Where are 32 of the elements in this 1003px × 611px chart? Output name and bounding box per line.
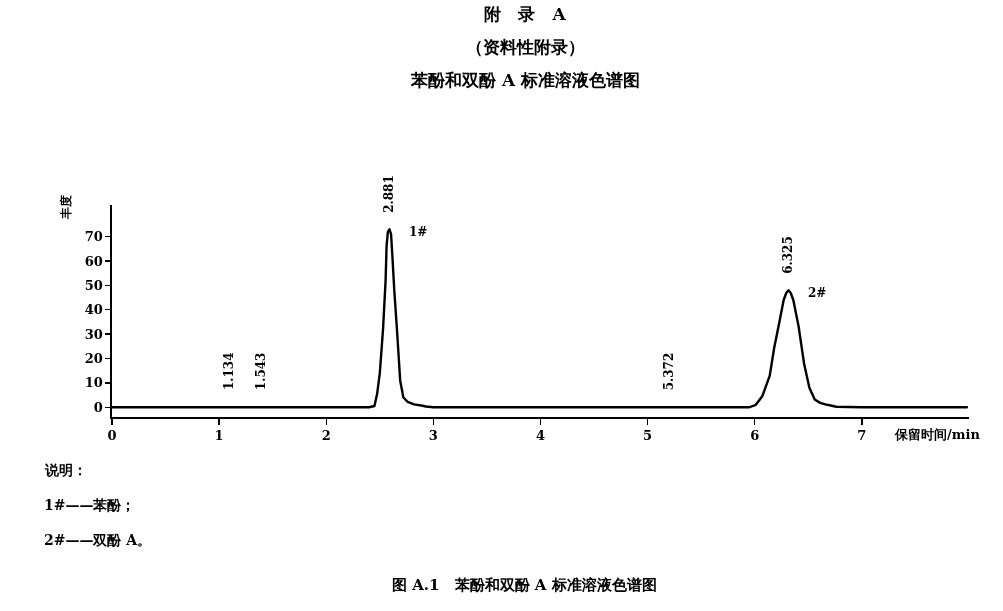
annotation: 2# [808, 286, 827, 300]
annotation: 2.881 [382, 175, 397, 213]
y-tick-label: 70 [84, 229, 103, 245]
x-tick-label: 5 [643, 428, 653, 444]
text: 1#——苯酚； [44, 497, 136, 513]
chart-subtitle: （资料性附录） [466, 37, 585, 57]
x-tick-label: 3 [428, 428, 438, 444]
x-tick-label: 2 [321, 428, 331, 444]
text: 苯酚和双酚 A 标准溶液色谱图 [410, 70, 641, 90]
x-tick-label: 4 [535, 428, 546, 444]
text: 说明： [44, 462, 87, 478]
y-tick-label: 10 [84, 375, 103, 391]
y-tick-label: 0 [93, 399, 103, 415]
annotation: 6.325 [781, 236, 796, 274]
x-tick-label: 0 [107, 428, 117, 444]
text: 图 A.1 苯酚和双酚 A 标准溶液色谱图 [392, 576, 657, 594]
y-tick-label: 60 [84, 253, 103, 269]
chart-title: 附 录 A [484, 3, 567, 24]
y-tick-label: 50 [84, 277, 103, 293]
annotation: 1.134 [221, 352, 236, 391]
y-axis-title: 丰度 [59, 195, 73, 220]
x-tick-label: 7 [857, 428, 867, 444]
y-tick-label: 40 [84, 302, 103, 318]
annotation: 5.372 [661, 352, 676, 391]
y-tick-label: 30 [84, 326, 103, 342]
x-axis-title: 保留时间/min [894, 427, 981, 442]
y-tick-label: 20 [84, 351, 103, 367]
annotation: 1# [409, 225, 428, 239]
annotation: 1.543 [253, 352, 268, 391]
text: 2#——双酚 A。 [44, 532, 152, 548]
x-tick-label: 1 [214, 428, 224, 444]
x-tick-label: 6 [750, 428, 760, 444]
